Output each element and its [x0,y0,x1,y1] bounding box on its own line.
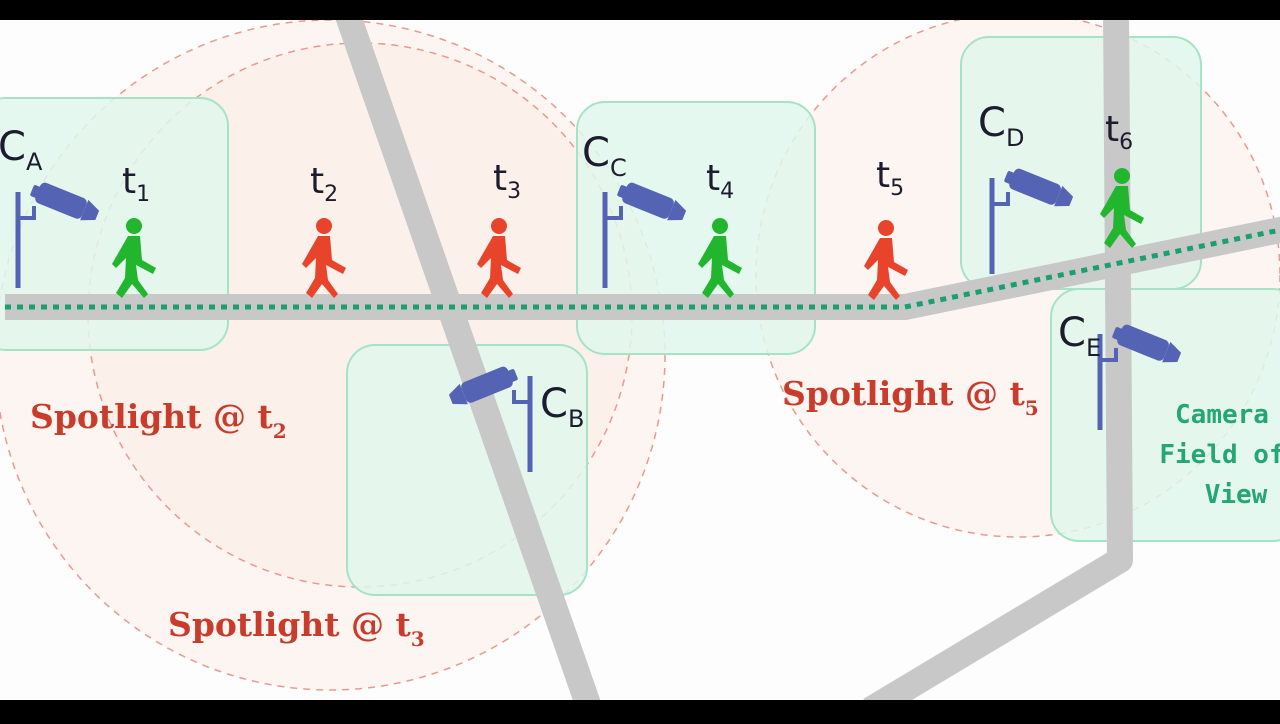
camera-label-e: CE [1058,310,1101,362]
spotlight-label-t5: Spotlight @ t5 [782,374,1039,420]
timestep-label-1: t1 [122,161,150,207]
timestep-label-2: t2 [310,161,338,207]
timestep-label-6: t6 [1105,109,1133,155]
camera-label-d: CD [978,100,1024,152]
timestep-label-5: t5 [876,155,904,201]
timestep-labels: t1 t2 t3 t4 t5 t6 [122,109,1133,207]
spotlight-label-t2: Spotlight @ t2 [30,397,287,443]
road-diagonal-left [335,20,601,700]
spotlight-labels: Spotlight @ t2 Spotlight @ t3 Spotlight … [30,374,1039,651]
fov-label-line3: View [1205,480,1268,510]
letterbox-top [0,0,1280,20]
timestep-label-3: t3 [493,158,521,204]
spotlight-label-t3: Spotlight @ t3 [168,605,425,651]
camera-label-a: CA [0,124,43,176]
camera-fov-label: Camera Field of View [1159,400,1280,510]
fov-label-line2: Field of [1159,440,1280,470]
fov-label-line1: Camera [1175,400,1269,430]
letterbox-bottom [0,700,1280,720]
camera-label-c: CC [582,130,627,182]
camera-labels: CA CB CC CD CE [0,100,1101,433]
fov-region-c [576,101,816,355]
fov-region-a [0,97,229,351]
camera-label-b: CB [540,381,584,433]
timestep-label-4: t4 [706,158,734,204]
tracked-trajectory [5,227,1280,310]
